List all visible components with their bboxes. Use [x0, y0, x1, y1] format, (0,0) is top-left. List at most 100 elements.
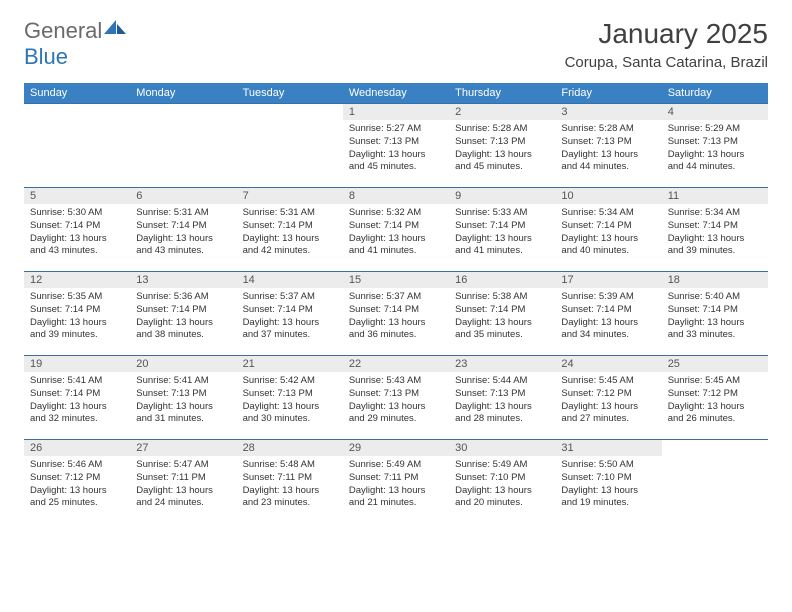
day-details: Sunrise: 5:28 AMSunset: 7:13 PMDaylight:… — [449, 120, 555, 178]
title-block: January 2025 Corupa, Santa Catarina, Bra… — [565, 18, 768, 71]
empty-cell — [130, 104, 236, 188]
day-details: Sunrise: 5:48 AMSunset: 7:11 PMDaylight:… — [237, 456, 343, 514]
day-details: Sunrise: 5:31 AMSunset: 7:14 PMDaylight:… — [130, 204, 236, 262]
day-details: Sunrise: 5:41 AMSunset: 7:14 PMDaylight:… — [24, 372, 130, 430]
day-details: Sunrise: 5:33 AMSunset: 7:14 PMDaylight:… — [449, 204, 555, 262]
day-number: 11 — [662, 188, 768, 204]
day-details: Sunrise: 5:41 AMSunset: 7:13 PMDaylight:… — [130, 372, 236, 430]
day-details: Sunrise: 5:42 AMSunset: 7:13 PMDaylight:… — [237, 372, 343, 430]
day-number: 30 — [449, 440, 555, 456]
day-details: Sunrise: 5:38 AMSunset: 7:14 PMDaylight:… — [449, 288, 555, 346]
day-number: 21 — [237, 356, 343, 372]
day-number: 15 — [343, 272, 449, 288]
day-details: Sunrise: 5:29 AMSunset: 7:13 PMDaylight:… — [662, 120, 768, 178]
day-cell: 28Sunrise: 5:48 AMSunset: 7:11 PMDayligh… — [237, 440, 343, 524]
day-cell: 30Sunrise: 5:49 AMSunset: 7:10 PMDayligh… — [449, 440, 555, 524]
day-cell: 14Sunrise: 5:37 AMSunset: 7:14 PMDayligh… — [237, 272, 343, 356]
day-details: Sunrise: 5:34 AMSunset: 7:14 PMDaylight:… — [555, 204, 661, 262]
week-row: 26Sunrise: 5:46 AMSunset: 7:12 PMDayligh… — [24, 440, 768, 524]
day-details: Sunrise: 5:43 AMSunset: 7:13 PMDaylight:… — [343, 372, 449, 430]
day-cell: 20Sunrise: 5:41 AMSunset: 7:13 PMDayligh… — [130, 356, 236, 440]
day-details: Sunrise: 5:49 AMSunset: 7:10 PMDaylight:… — [449, 456, 555, 514]
day-header: Tuesday — [237, 83, 343, 104]
day-cell: 16Sunrise: 5:38 AMSunset: 7:14 PMDayligh… — [449, 272, 555, 356]
day-details: Sunrise: 5:39 AMSunset: 7:14 PMDaylight:… — [555, 288, 661, 346]
day-header: Monday — [130, 83, 236, 104]
day-cell: 11Sunrise: 5:34 AMSunset: 7:14 PMDayligh… — [662, 188, 768, 272]
calendar-page: GeneralBlue January 2025 Corupa, Santa C… — [0, 0, 792, 542]
day-header: Thursday — [449, 83, 555, 104]
logo-text: GeneralBlue — [24, 18, 128, 70]
empty-cell — [662, 440, 768, 524]
week-row: 19Sunrise: 5:41 AMSunset: 7:14 PMDayligh… — [24, 356, 768, 440]
page-header: GeneralBlue January 2025 Corupa, Santa C… — [24, 18, 768, 71]
week-row: 1Sunrise: 5:27 AMSunset: 7:13 PMDaylight… — [24, 104, 768, 188]
day-number: 22 — [343, 356, 449, 372]
day-number: 2 — [449, 104, 555, 120]
day-number: 13 — [130, 272, 236, 288]
logo-word-1: General — [24, 18, 102, 43]
day-cell: 27Sunrise: 5:47 AMSunset: 7:11 PMDayligh… — [130, 440, 236, 524]
day-details: Sunrise: 5:35 AMSunset: 7:14 PMDaylight:… — [24, 288, 130, 346]
day-details: Sunrise: 5:40 AMSunset: 7:14 PMDaylight:… — [662, 288, 768, 346]
day-details: Sunrise: 5:44 AMSunset: 7:13 PMDaylight:… — [449, 372, 555, 430]
day-cell: 22Sunrise: 5:43 AMSunset: 7:13 PMDayligh… — [343, 356, 449, 440]
day-details: Sunrise: 5:36 AMSunset: 7:14 PMDaylight:… — [130, 288, 236, 346]
day-cell: 4Sunrise: 5:29 AMSunset: 7:13 PMDaylight… — [662, 104, 768, 188]
calendar-table: SundayMondayTuesdayWednesdayThursdayFrid… — [24, 83, 768, 524]
day-number: 10 — [555, 188, 661, 204]
day-number: 12 — [24, 272, 130, 288]
day-header: Wednesday — [343, 83, 449, 104]
day-header: Friday — [555, 83, 661, 104]
day-details: Sunrise: 5:47 AMSunset: 7:11 PMDaylight:… — [130, 456, 236, 514]
day-number: 6 — [130, 188, 236, 204]
empty-cell — [24, 104, 130, 188]
day-number: 28 — [237, 440, 343, 456]
location-text: Corupa, Santa Catarina, Brazil — [565, 54, 768, 71]
day-number: 4 — [662, 104, 768, 120]
day-cell: 29Sunrise: 5:49 AMSunset: 7:11 PMDayligh… — [343, 440, 449, 524]
day-number: 16 — [449, 272, 555, 288]
day-details: Sunrise: 5:49 AMSunset: 7:11 PMDaylight:… — [343, 456, 449, 514]
day-number: 19 — [24, 356, 130, 372]
day-details: Sunrise: 5:32 AMSunset: 7:14 PMDaylight:… — [343, 204, 449, 262]
day-cell: 23Sunrise: 5:44 AMSunset: 7:13 PMDayligh… — [449, 356, 555, 440]
month-title: January 2025 — [565, 18, 768, 50]
day-cell: 10Sunrise: 5:34 AMSunset: 7:14 PMDayligh… — [555, 188, 661, 272]
day-cell: 24Sunrise: 5:45 AMSunset: 7:12 PMDayligh… — [555, 356, 661, 440]
day-number: 26 — [24, 440, 130, 456]
day-cell: 17Sunrise: 5:39 AMSunset: 7:14 PMDayligh… — [555, 272, 661, 356]
day-cell: 5Sunrise: 5:30 AMSunset: 7:14 PMDaylight… — [24, 188, 130, 272]
logo-word-2: Blue — [24, 44, 68, 69]
day-cell: 6Sunrise: 5:31 AMSunset: 7:14 PMDaylight… — [130, 188, 236, 272]
day-cell: 26Sunrise: 5:46 AMSunset: 7:12 PMDayligh… — [24, 440, 130, 524]
day-number: 29 — [343, 440, 449, 456]
day-cell: 1Sunrise: 5:27 AMSunset: 7:13 PMDaylight… — [343, 104, 449, 188]
day-cell: 8Sunrise: 5:32 AMSunset: 7:14 PMDaylight… — [343, 188, 449, 272]
empty-cell — [237, 104, 343, 188]
day-number: 5 — [24, 188, 130, 204]
day-cell: 19Sunrise: 5:41 AMSunset: 7:14 PMDayligh… — [24, 356, 130, 440]
day-number: 1 — [343, 104, 449, 120]
day-details: Sunrise: 5:27 AMSunset: 7:13 PMDaylight:… — [343, 120, 449, 178]
calendar-body: 1Sunrise: 5:27 AMSunset: 7:13 PMDaylight… — [24, 104, 768, 524]
day-cell: 18Sunrise: 5:40 AMSunset: 7:14 PMDayligh… — [662, 272, 768, 356]
day-cell: 31Sunrise: 5:50 AMSunset: 7:10 PMDayligh… — [555, 440, 661, 524]
day-number: 20 — [130, 356, 236, 372]
day-cell: 2Sunrise: 5:28 AMSunset: 7:13 PMDaylight… — [449, 104, 555, 188]
day-header-row: SundayMondayTuesdayWednesdayThursdayFrid… — [24, 83, 768, 104]
day-header: Saturday — [662, 83, 768, 104]
day-number: 17 — [555, 272, 661, 288]
day-cell: 9Sunrise: 5:33 AMSunset: 7:14 PMDaylight… — [449, 188, 555, 272]
day-number: 23 — [449, 356, 555, 372]
day-details: Sunrise: 5:34 AMSunset: 7:14 PMDaylight:… — [662, 204, 768, 262]
day-cell: 12Sunrise: 5:35 AMSunset: 7:14 PMDayligh… — [24, 272, 130, 356]
day-number: 24 — [555, 356, 661, 372]
day-details: Sunrise: 5:45 AMSunset: 7:12 PMDaylight:… — [662, 372, 768, 430]
day-details: Sunrise: 5:28 AMSunset: 7:13 PMDaylight:… — [555, 120, 661, 178]
day-number: 7 — [237, 188, 343, 204]
day-cell: 21Sunrise: 5:42 AMSunset: 7:13 PMDayligh… — [237, 356, 343, 440]
day-header: Sunday — [24, 83, 130, 104]
day-details: Sunrise: 5:30 AMSunset: 7:14 PMDaylight:… — [24, 204, 130, 262]
day-cell: 7Sunrise: 5:31 AMSunset: 7:14 PMDaylight… — [237, 188, 343, 272]
